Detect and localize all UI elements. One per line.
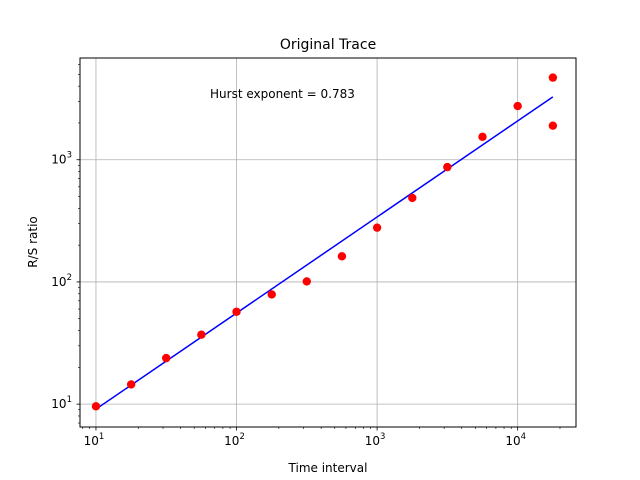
y-tick-label-base: 10 — [51, 275, 66, 289]
x-tick-label-exponent: 1 — [99, 432, 104, 442]
y-tick-label-exponent: 1 — [67, 395, 72, 405]
data-point — [408, 194, 416, 202]
data-point — [232, 308, 240, 316]
y-tick-label-base: 10 — [51, 153, 66, 167]
x-axis-label: Time interval — [288, 461, 368, 475]
x-tick-label-exponent: 3 — [380, 432, 385, 442]
data-point — [127, 380, 135, 388]
chart-title: Original Trace — [280, 37, 376, 53]
data-point — [303, 277, 311, 285]
data-point — [478, 133, 486, 141]
x-tick-label-base: 10 — [505, 434, 520, 448]
data-point — [197, 331, 205, 339]
x-tick-label-base: 10 — [365, 434, 380, 448]
data-point — [162, 354, 170, 362]
data-point — [268, 290, 276, 298]
y-tick-label-exponent: 3 — [67, 151, 72, 161]
x-tick-label-base: 10 — [84, 434, 99, 448]
hurst-annotation: Hurst exponent = 0.783 — [210, 87, 355, 101]
data-point — [373, 223, 381, 231]
data-point — [443, 163, 451, 171]
y-tick-label-exponent: 2 — [67, 273, 72, 283]
y-tick-label-base: 10 — [51, 397, 66, 411]
data-point — [92, 402, 100, 410]
data-point — [549, 121, 557, 129]
y-axis-label: R/S ratio — [26, 216, 40, 267]
x-tick-label-base: 10 — [224, 434, 239, 448]
x-tick-label-exponent: 4 — [521, 432, 526, 442]
data-point — [549, 73, 557, 81]
x-tick-label-exponent: 2 — [239, 432, 244, 442]
data-point — [338, 252, 346, 260]
data-point — [513, 102, 521, 110]
